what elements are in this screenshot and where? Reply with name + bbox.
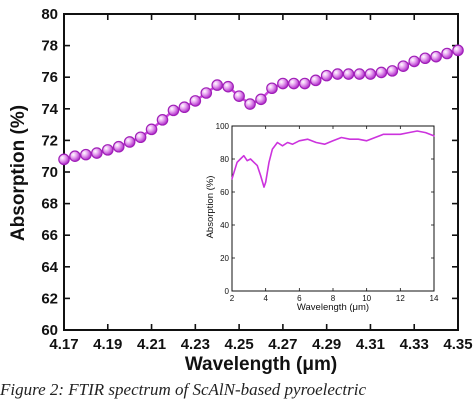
inset-y-tick-label: 40: [220, 221, 229, 230]
x-tick-label: 4.17: [49, 336, 78, 353]
inset-chart: 2 4 6 8 10 12 14 0 20 40 60 80 100 Wavelength (μm) A…: [205, 122, 439, 313]
main-series: [58, 44, 464, 166]
data-point: [277, 77, 289, 90]
data-point: [233, 90, 245, 102]
data-point: [58, 153, 70, 166]
data-point: [244, 98, 256, 110]
data-point: [353, 68, 366, 80]
x-tick-label: 4.25: [225, 336, 254, 353]
y-tick-label: 80: [41, 6, 58, 23]
main-chart: 4.17 4.19 4.21 4.23 4.25 4.27 4.29 4.31 4.33 4.35…: [8, 6, 473, 375]
data-point: [80, 148, 92, 161]
inset-x-axis-title: Wavelength (μm): [297, 302, 369, 313]
y-tick-label: 78: [41, 38, 58, 55]
x-tick-label: 4.35: [443, 336, 472, 353]
x-tick-label: 4.27: [268, 336, 297, 353]
data-point: [112, 140, 125, 153]
inset-x-tick-label: 12: [396, 294, 405, 303]
data-point: [134, 131, 147, 144]
y-tick-label: 72: [41, 132, 58, 149]
y-tick-label: 68: [41, 196, 58, 213]
inset-y-tick-label: 20: [220, 254, 229, 263]
inset-axes: 2 4 6 8 10 12 14 0 20 40 60 80 100: [216, 122, 439, 303]
data-point: [288, 77, 300, 90]
figure-caption: Figure 2: FTIR spectrum of ScAlN-based p…: [0, 380, 367, 399]
data-point: [309, 74, 322, 87]
data-point: [123, 136, 136, 148]
inset-x-tick-label: 4: [263, 294, 268, 303]
data-point: [408, 55, 421, 68]
inset-plot-frame: [231, 125, 435, 292]
inset-series-line: [231, 130, 435, 188]
data-point: [430, 50, 442, 63]
inset-x-tick-label: 2: [230, 294, 235, 303]
data-point: [386, 65, 399, 77]
x-tick-label: 4.29: [312, 336, 341, 353]
y-tick-label: 64: [41, 259, 58, 276]
y-tick-label: 70: [41, 164, 58, 181]
x-axis-title: Wavelength (μm): [185, 354, 337, 375]
data-point: [211, 79, 224, 91]
data-point: [364, 68, 377, 80]
inset-y-tick-label: 100: [216, 122, 230, 131]
inset-series: [231, 130, 435, 188]
y-tick-label: 76: [41, 69, 58, 86]
data-point: [397, 60, 410, 72]
data-point: [200, 87, 213, 99]
inset-x-tick-label: 14: [430, 294, 439, 303]
data-point: [331, 68, 344, 80]
data-point: [375, 66, 388, 79]
inset-x-tick-label: 10: [362, 294, 371, 303]
inset-y-axis-title: Absorption (%): [205, 176, 216, 239]
data-point: [178, 101, 191, 114]
inset-y-tick-label: 80: [220, 155, 229, 164]
data-point: [189, 95, 202, 107]
y-tick-label: 62: [41, 290, 58, 307]
data-point: [266, 82, 278, 95]
inset-y-tick-label: 0: [225, 287, 230, 296]
data-point: [156, 114, 169, 126]
data-point: [441, 47, 453, 60]
inset-x-tick-label: 8: [331, 294, 336, 303]
x-tick-label: 4.21: [137, 336, 166, 353]
data-point: [255, 93, 267, 106]
data-point: [298, 77, 311, 90]
y-tick-label: 74: [41, 101, 58, 118]
data-point: [91, 147, 103, 159]
data-point: [145, 123, 158, 136]
data-point: [69, 150, 81, 162]
data-point: [222, 80, 234, 93]
data-point: [342, 68, 355, 80]
inset-x-tick-label: 6: [297, 294, 302, 303]
data-point: [452, 44, 464, 57]
y-tick-label: 60: [41, 322, 58, 339]
data-point: [167, 104, 180, 117]
data-point: [419, 52, 431, 65]
inset-y-tick-label: 60: [220, 188, 229, 197]
x-tick-label: 4.23: [181, 336, 210, 353]
y-tick-label: 66: [41, 227, 58, 244]
data-point: [101, 144, 114, 156]
data-point: [320, 69, 333, 82]
x-tick-label: 4.31: [356, 336, 385, 353]
x-tick-label: 4.19: [93, 336, 122, 353]
y-axis-title: Absorption (%): [8, 105, 29, 241]
x-tick-label: 4.33: [400, 336, 429, 353]
